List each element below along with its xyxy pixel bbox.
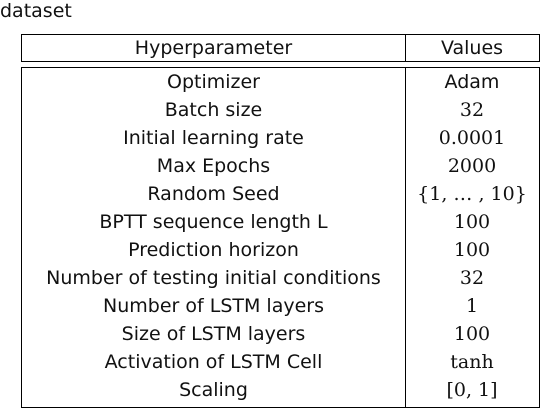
table-row: Max Epochs 2000 bbox=[22, 152, 539, 180]
row-hyperparameter: Prediction horizon bbox=[128, 239, 299, 261]
row-value: [0, 1] bbox=[446, 379, 498, 401]
table-body: Optimizer Adam Batch size 32 Initial learnin… bbox=[21, 67, 540, 408]
row-hyperparameter: Size of LSTM layers bbox=[121, 323, 306, 345]
table-row: Batch size 32 bbox=[22, 96, 539, 124]
row-hyperparameter: Number of LSTM layers bbox=[103, 295, 324, 317]
row-value: 1 bbox=[465, 295, 479, 317]
table-row: Prediction horizon 100 bbox=[22, 236, 539, 264]
row-value: 32 bbox=[459, 267, 485, 289]
row-value: 100 bbox=[453, 211, 491, 233]
row-hyperparameter: Initial learning rate bbox=[123, 127, 304, 149]
row-hyperparameter: Number of testing initial conditions bbox=[46, 267, 381, 289]
row-value: 2000 bbox=[447, 155, 497, 177]
row-value: {1, … , 10} bbox=[417, 183, 527, 205]
row-hyperparameter: Max Epochs bbox=[156, 155, 271, 177]
row-value: 32 bbox=[459, 99, 485, 121]
table-row: Number of LSTM layers 1 bbox=[22, 292, 539, 320]
row-hyperparameter: Batch size bbox=[164, 99, 263, 121]
table-row: Optimizer Adam bbox=[22, 68, 539, 96]
table-row: Scaling [0, 1] bbox=[22, 376, 539, 404]
table-caption: dataset bbox=[0, 0, 72, 22]
table-row: Activation of LSTM Cell tanh bbox=[22, 348, 539, 376]
header-row: Hyperparameter Values bbox=[22, 35, 539, 61]
table-row: Number of testing initial conditions 32 bbox=[22, 264, 539, 292]
row-value: 0.0001 bbox=[438, 127, 506, 149]
row-hyperparameter: BPTT sequence length L bbox=[99, 211, 328, 233]
column-divider bbox=[405, 68, 406, 407]
table-row: Size of LSTM layers 100 bbox=[22, 320, 539, 348]
row-value: 100 bbox=[453, 323, 491, 345]
row-value: tanh bbox=[450, 351, 494, 373]
column-divider bbox=[405, 35, 406, 61]
table-row: BPTT sequence length L 100 bbox=[22, 208, 539, 236]
row-value: 100 bbox=[453, 239, 491, 261]
row-hyperparameter: Optimizer bbox=[166, 71, 260, 93]
row-hyperparameter: Scaling bbox=[179, 379, 248, 401]
table-row: Random Seed {1, … , 10} bbox=[22, 180, 539, 208]
row-hyperparameter: Random Seed bbox=[147, 183, 280, 205]
table-row: Initial learning rate 0.0001 bbox=[22, 124, 539, 152]
row-value: Adam bbox=[444, 71, 500, 93]
table-header: Hyperparameter Values bbox=[21, 34, 540, 62]
table-rows: Optimizer Adam Batch size 32 Initial learnin… bbox=[22, 68, 539, 404]
header-hyperparameter: Hyperparameter bbox=[134, 37, 293, 59]
row-hyperparameter: Activation of LSTM Cell bbox=[104, 351, 323, 373]
header-values: Values bbox=[440, 37, 504, 59]
